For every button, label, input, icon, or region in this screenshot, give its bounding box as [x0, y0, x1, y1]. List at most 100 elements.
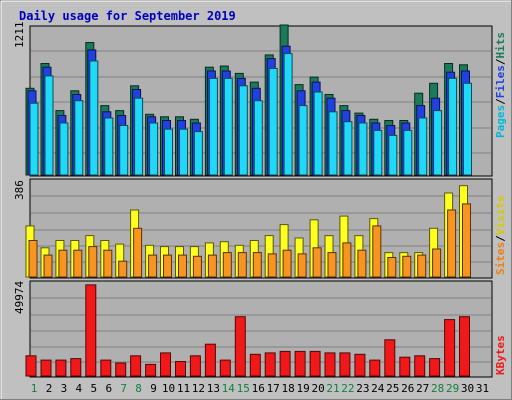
- bar-kbytes-day-3: [55, 359, 67, 377]
- x-tick-label-1: 1: [31, 382, 38, 395]
- panel-kbytes-ymax: 49974: [13, 281, 26, 314]
- bar-sites-day-28: [432, 248, 442, 278]
- bar-kbytes-day-16: [249, 353, 261, 377]
- legend-visits: Visits: [494, 196, 507, 236]
- bar-pages-day-22: [343, 121, 353, 176]
- bar-sites-day-17: [267, 253, 277, 278]
- x-tick-label-19: 19: [296, 382, 309, 395]
- bar-pages-day-20: [313, 91, 323, 176]
- bar-pages-day-1: [29, 102, 39, 176]
- bar-kbytes-day-21: [324, 352, 336, 377]
- bar-kbytes-day-8: [130, 355, 142, 377]
- bar-kbytes-day-5: [85, 284, 97, 377]
- x-tick-label-27: 27: [416, 382, 429, 395]
- bar-kbytes-day-4: [70, 358, 82, 377]
- bar-pages-day-7: [119, 125, 129, 176]
- bar-pages-day-12: [193, 131, 203, 176]
- bar-kbytes-day-24: [369, 359, 381, 377]
- legend-sites: Sites: [494, 242, 507, 275]
- bar-kbytes-day-20: [309, 350, 321, 377]
- bar-pages-day-24: [373, 129, 383, 176]
- x-tick-label-29: 29: [446, 382, 459, 395]
- x-tick-label-4: 4: [75, 382, 82, 395]
- bar-sites-day-11: [178, 254, 187, 278]
- x-tick-label-3: 3: [61, 382, 68, 395]
- bar-kbytes-day-26: [399, 356, 411, 377]
- bar-sites-day-2: [43, 254, 53, 278]
- bar-sites-day-27: [417, 254, 427, 278]
- x-axis-labels: 1 2 3 4 5 6 7 8 9 10 11 12 13 14 15 16 17 18 19 20 21 22 23 24 2…: [31, 382, 489, 395]
- panel-sites-ymax: 386: [13, 180, 26, 200]
- bar-sites-day-22: [342, 242, 352, 278]
- bar-kbytes-day-10: [160, 352, 171, 377]
- bar-sites-day-29: [447, 209, 457, 278]
- chart-title: Daily usage for September 2019: [19, 9, 236, 23]
- legend-kbytes-panel: KBytes: [494, 335, 507, 375]
- bar-kbytes-day-18: [279, 350, 291, 377]
- bar-pages-day-27: [418, 117, 428, 176]
- x-tick-label-7: 7: [120, 382, 127, 395]
- bar-kbytes-day-22: [339, 352, 351, 377]
- bar-sites-day-16: [252, 252, 262, 278]
- bar-kbytes-day-13: [204, 343, 216, 377]
- x-tick-label-25: 25: [386, 382, 399, 395]
- bar-kbytes-day-17: [264, 352, 276, 377]
- x-tick-label-22: 22: [341, 382, 354, 395]
- bar-sites-day-21: [327, 252, 337, 278]
- bar-sites-day-5: [88, 246, 98, 278]
- bar-sites-day-18: [282, 249, 292, 278]
- bar-sites-day-9: [148, 254, 158, 278]
- bar-kbytes-day-14: [219, 359, 231, 377]
- legend-sep-1: /: [494, 98, 507, 105]
- bar-pages-day-8: [134, 97, 144, 176]
- x-tick-label-12: 12: [192, 382, 205, 395]
- legend-hits: Hits: [494, 32, 507, 59]
- bar-pages-day-16: [253, 100, 263, 176]
- x-tick-label-30: 30: [461, 382, 474, 395]
- bar-sites-day-10: [163, 254, 172, 278]
- legend-hits-panel: Pages/Files/Hits: [494, 32, 507, 138]
- x-tick-label-17: 17: [267, 382, 280, 395]
- bar-kbytes-day-28: [429, 358, 441, 377]
- bar-sites-day-19: [297, 253, 307, 278]
- x-tick-label-10: 10: [162, 382, 175, 395]
- bar-kbytes-day-15: [234, 316, 246, 377]
- x-tick-label-8: 8: [135, 382, 142, 395]
- bar-pages-day-10: [164, 128, 173, 176]
- bar-sites-day-14: [222, 252, 232, 278]
- bar-pages-day-6: [104, 117, 114, 176]
- bar-kbytes-day-12: [189, 355, 201, 377]
- bar-kbytes-day-6: [100, 359, 112, 377]
- bar-sites-day-20: [312, 247, 322, 278]
- bar-kbytes-day-1: [25, 355, 37, 377]
- bar-pages-day-3: [59, 122, 69, 176]
- x-tick-label-11: 11: [177, 382, 190, 395]
- bar-sites-day-7: [118, 260, 128, 278]
- x-tick-label-14: 14: [222, 382, 236, 395]
- legend-kbytes: KBytes: [494, 335, 507, 375]
- bar-pages-day-2: [44, 75, 54, 176]
- bar-sites-day-24: [372, 225, 382, 278]
- bar-sites-day-13: [207, 254, 217, 278]
- bar-pages-day-17: [268, 68, 278, 176]
- bar-kbytes-day-23: [354, 353, 366, 377]
- bar-sites-day-3: [58, 249, 68, 278]
- bar-kbytes-day-27: [414, 355, 426, 377]
- x-tick-label-5: 5: [90, 382, 97, 395]
- legend-sep-2: /: [494, 58, 507, 65]
- bar-sites-day-30: [462, 203, 471, 278]
- bar-kbytes-day-7: [115, 362, 127, 377]
- x-tick-label-18: 18: [281, 382, 294, 395]
- bar-kbytes-day-11: [175, 361, 186, 377]
- bar-pages-day-5: [89, 60, 99, 176]
- x-tick-label-13: 13: [207, 382, 220, 395]
- x-tick-label-24: 24: [371, 382, 385, 395]
- bar-pages-day-19: [298, 105, 308, 176]
- bar-pages-day-13: [208, 77, 218, 176]
- x-tick-label-2: 2: [46, 382, 53, 395]
- x-tick-label-20: 20: [311, 382, 324, 395]
- x-tick-label-16: 16: [252, 382, 265, 395]
- bar-marks: [25, 24, 472, 377]
- x-tick-label-26: 26: [401, 382, 414, 395]
- x-tick-label-15: 15: [237, 382, 250, 395]
